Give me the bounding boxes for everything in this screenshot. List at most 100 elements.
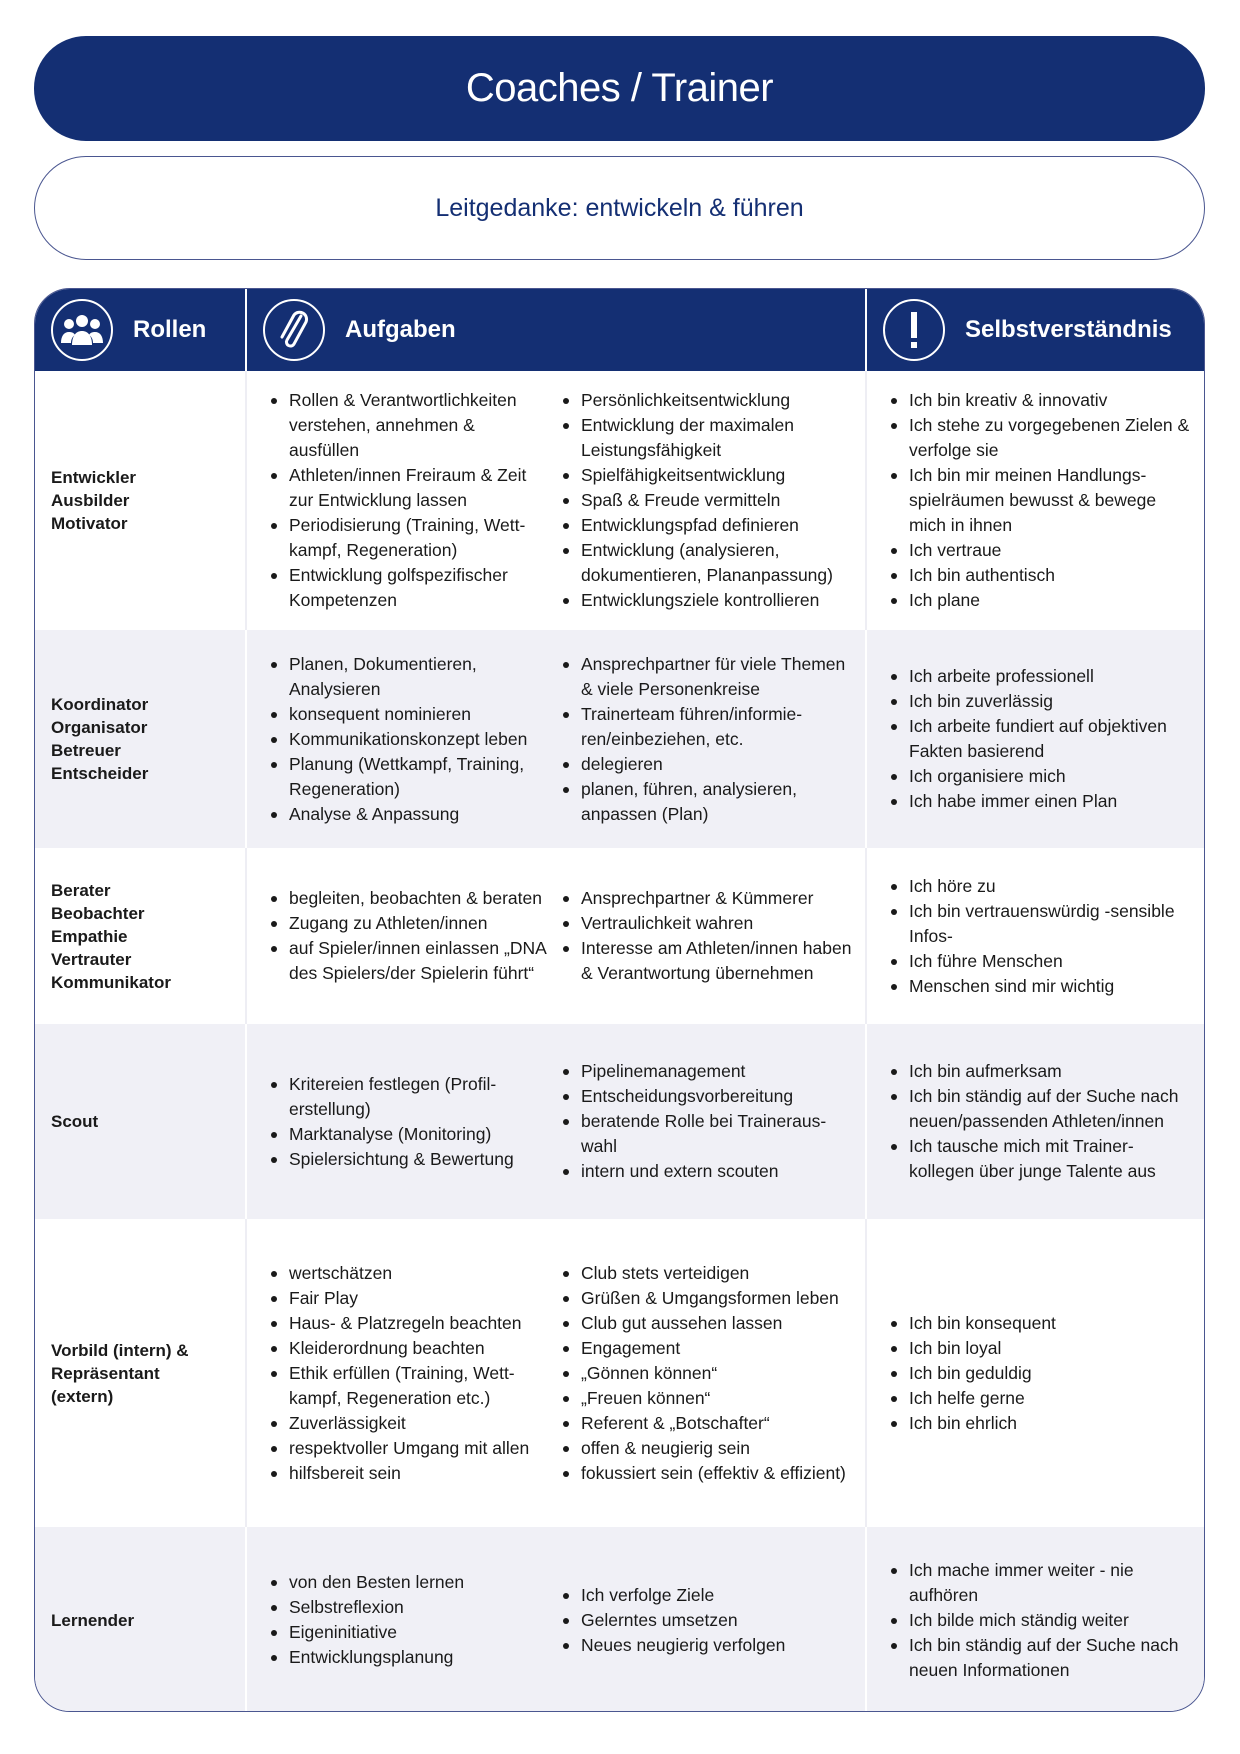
list-item: Entwicklung der maximalen Leistungsfähig… bbox=[561, 413, 857, 463]
tasks-cell: Ich verfolge Ziele Gelerntes umsetzen Neue… bbox=[555, 1527, 865, 1711]
list-item: Engagement bbox=[561, 1336, 846, 1361]
list-item: Ich bin loyal bbox=[889, 1336, 1056, 1361]
list-item: auf Spieler/innen einlassen „DNA des Spi… bbox=[269, 936, 547, 986]
list-item: Fair Play bbox=[269, 1286, 547, 1311]
bullet-list: Ich bin kreativ & innovativ Ich stehe zu … bbox=[889, 388, 1196, 613]
bullet-list: Ich bin konsequent Ich bin loyal Ich bin g… bbox=[889, 1311, 1056, 1436]
role-cell: Scout bbox=[51, 1112, 99, 1131]
list-item: fokussiert sein (effektiv & effizient) bbox=[561, 1461, 846, 1486]
list-item: Vertraulichkeit wahren bbox=[561, 911, 857, 936]
bullet-list: Club stets verteidigen Grüßen & Umgangsfo… bbox=[561, 1261, 846, 1486]
table-header: Rollen Aufgaben Selbstverständnis bbox=[35, 289, 1204, 371]
header-label: Aufgaben bbox=[345, 316, 456, 343]
list-item: Pipelinemanagement bbox=[561, 1059, 857, 1084]
list-item: Interesse am Athleten/innen haben & Vera… bbox=[561, 936, 857, 986]
list-item: Ich bin vertrauenswürdig -sensible Infos… bbox=[889, 899, 1196, 949]
list-item: Persönlichkeitsentwicklung bbox=[561, 388, 857, 413]
table-row: Scout Kritereien festlegen (Profil-erstel… bbox=[35, 1024, 1204, 1219]
list-item: Ich verfolge Ziele bbox=[561, 1583, 785, 1608]
list-item: Ich bin konsequent bbox=[889, 1311, 1056, 1336]
bullet-list: Ansprechpartner für viele Themen & viele… bbox=[561, 652, 857, 827]
list-item: von den Besten lernen bbox=[269, 1570, 464, 1595]
list-item: Periodisierung (Training, Wett-kampf, Re… bbox=[269, 513, 547, 563]
list-item: wertschätzen bbox=[269, 1261, 547, 1286]
list-item: konsequent nominieren bbox=[269, 702, 547, 727]
list-item: Zugang zu Athleten/innen bbox=[269, 911, 547, 936]
tasks-cell: Club stets verteidigen Grüßen & Umgangsfo… bbox=[555, 1219, 865, 1527]
list-item: Marktanalyse (Monitoring) bbox=[269, 1122, 547, 1147]
tasks-cell: Planen, Dokumentieren, Analysieren konseq… bbox=[245, 630, 555, 848]
header-label: Selbstverständnis bbox=[965, 316, 1172, 343]
bullet-list: Pipelinemanagement Entscheidungsvorbereit… bbox=[561, 1059, 857, 1184]
header-aufgaben: Aufgaben bbox=[245, 289, 865, 371]
tasks-cell: Ansprechpartner für viele Themen & viele… bbox=[555, 630, 865, 848]
role-cell: Berater Beobachter Empathie Vertrauter K… bbox=[51, 880, 171, 992]
list-item: hilfsbereit sein bbox=[269, 1461, 547, 1486]
self-cell: Ich höre zu Ich bin vertrauenswürdig -sen… bbox=[865, 848, 1204, 1024]
tasks-cell: Pipelinemanagement Entscheidungsvorbereit… bbox=[555, 1024, 865, 1219]
header-selbstverstaendnis: Selbstverständnis bbox=[865, 289, 1204, 371]
list-item: Grüßen & Umgangsformen leben bbox=[561, 1286, 846, 1311]
list-item: Ich helfe gerne bbox=[889, 1386, 1056, 1411]
list-item: Trainerteam führen/informie-ren/einbezie… bbox=[561, 702, 857, 752]
list-item: Ich bin mir meinen Handlungs-spielräumen… bbox=[889, 463, 1196, 538]
role-cell: Lernender bbox=[51, 1610, 135, 1630]
header-rollen: Rollen bbox=[35, 289, 245, 371]
list-item: Kritereien festlegen (Profil-erstellung) bbox=[269, 1072, 547, 1122]
list-item: begleiten, beobachten & beraten bbox=[269, 886, 547, 911]
bullet-list: Kritereien festlegen (Profil-erstellung)… bbox=[269, 1072, 547, 1172]
list-item: Ich bin geduldig bbox=[889, 1361, 1056, 1386]
table-row: Berater Beobachter Empathie Vertrauter K… bbox=[35, 848, 1204, 1024]
role-cell: Entwickler Ausbilder Motivator bbox=[51, 468, 137, 533]
list-item: Ich führe Menschen bbox=[889, 949, 1196, 974]
list-item: Ansprechpartner & Kümmerer bbox=[561, 886, 857, 911]
self-cell: Ich bin kreativ & innovativ Ich stehe zu … bbox=[865, 371, 1204, 630]
list-item: Neues neugierig verfolgen bbox=[561, 1633, 785, 1658]
list-item: Entwicklungspfad definieren bbox=[561, 513, 857, 538]
self-cell: Ich arbeite professionell Ich bin zuverlä… bbox=[865, 630, 1204, 848]
list-item: Gelerntes umsetzen bbox=[561, 1608, 785, 1633]
list-item: Kommunikationskonzept leben bbox=[269, 727, 547, 752]
list-item: Ich plane bbox=[889, 588, 1196, 613]
list-item: Club stets verteidigen bbox=[561, 1261, 846, 1286]
tasks-cell: von den Besten lernen Selbstreflexion Eige… bbox=[245, 1527, 555, 1711]
list-item: Planung (Wettkampf, Training, Regenerati… bbox=[269, 752, 547, 802]
bullet-list: Ich bin aufmerksam Ich bin ständig auf de… bbox=[889, 1059, 1196, 1184]
list-item: Spaß & Freude vermitteln bbox=[561, 488, 857, 513]
list-item: Ansprechpartner für viele Themen & viele… bbox=[561, 652, 857, 702]
list-item: Ich stehe zu vorgegebenen Zielen & verfo… bbox=[889, 413, 1196, 463]
list-item: Ich bin authentisch bbox=[889, 563, 1196, 588]
list-item: Ich bin zuverlässig bbox=[889, 689, 1196, 714]
roles-table: Rollen Aufgaben Selbstverständnis Entwic… bbox=[34, 288, 1205, 1712]
bullet-list: wertschätzen Fair Play Haus- & Platzregeln… bbox=[269, 1261, 547, 1486]
role-cell: Vorbild (intern) & Repräsentant (extern) bbox=[51, 1340, 189, 1406]
list-item: Referent & „Botschafter“ bbox=[561, 1411, 846, 1436]
list-item: Ich höre zu bbox=[889, 874, 1196, 899]
page-title: Coaches / Trainer bbox=[34, 36, 1205, 141]
tasks-cell: Kritereien festlegen (Profil-erstellung)… bbox=[245, 1024, 555, 1219]
list-item: planen, führen, analysieren, anpassen (P… bbox=[561, 777, 857, 827]
list-item: offen & neugierig sein bbox=[561, 1436, 846, 1461]
self-cell: Ich bin aufmerksam Ich bin ständig auf de… bbox=[865, 1024, 1204, 1219]
list-item: respektvoller Umgang mit allen bbox=[269, 1436, 547, 1461]
bullet-list: Persönlichkeitsentwicklung Entwicklung de… bbox=[561, 388, 857, 613]
list-item: Kleiderordnung beachten bbox=[269, 1336, 547, 1361]
bullet-list: Ansprechpartner & Kümmerer Vertraulichkei… bbox=[561, 886, 857, 986]
table-row: Vorbild (intern) & Repräsentant (extern)… bbox=[35, 1219, 1204, 1527]
table-row: Lernender von den Besten lernen Selbstrefl… bbox=[35, 1527, 1204, 1711]
tasks-cell: begleiten, beobachten & beraten Zugang zu… bbox=[245, 848, 555, 1024]
table-row: Koordinator Organisator Betreuer Entsche… bbox=[35, 630, 1204, 848]
list-item: Spielfähigkeitsentwicklung bbox=[561, 463, 857, 488]
list-item: Entwicklung golfspezifischer Kompetenzen bbox=[269, 563, 547, 613]
bullet-list: Ich verfolge Ziele Gelerntes umsetzen Neue… bbox=[561, 1583, 785, 1658]
list-item: Ich bin ständig auf der Suche nach neuen… bbox=[889, 1084, 1196, 1134]
list-item: Zuverlässigkeit bbox=[269, 1411, 547, 1436]
bullet-list: begleiten, beobachten & beraten Zugang zu… bbox=[269, 886, 547, 986]
list-item: „Freuen können“ bbox=[561, 1386, 846, 1411]
list-item: Athleten/innen Freiraum & Zeit zur Entwi… bbox=[269, 463, 547, 513]
header-label: Rollen bbox=[133, 316, 207, 343]
list-item: Ich organisiere mich bbox=[889, 764, 1196, 789]
table-row: Entwickler Ausbilder Motivator Rollen & V… bbox=[35, 371, 1204, 630]
list-item: Eigeninitiative bbox=[269, 1620, 464, 1645]
list-item: Ich habe immer einen Plan bbox=[889, 789, 1196, 814]
